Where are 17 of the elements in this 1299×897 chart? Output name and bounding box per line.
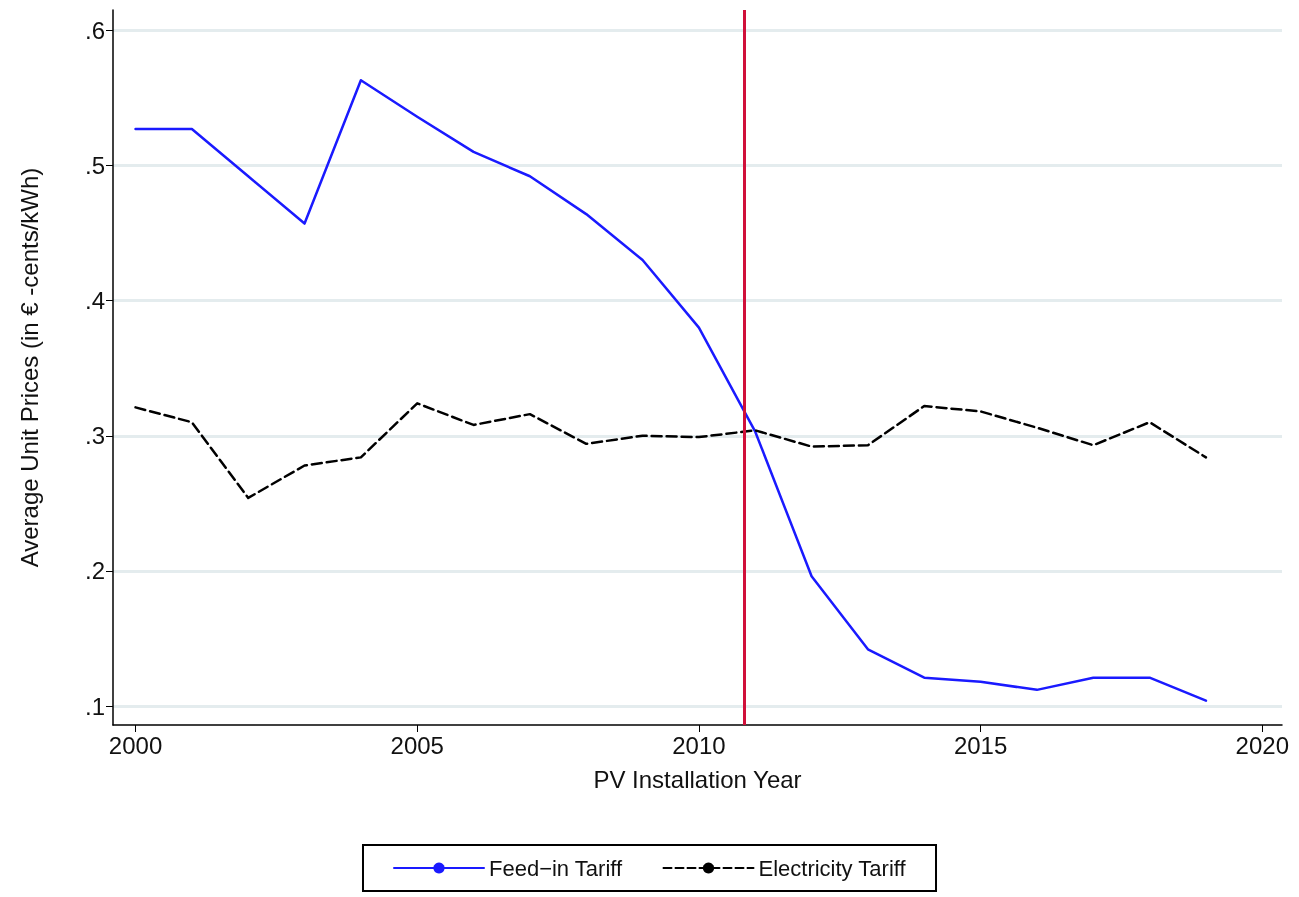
line-series [134, 402, 1208, 500]
line-series [134, 79, 1208, 702]
y-tick-label: .5 [84, 151, 105, 179]
y-tick-label: .6 [84, 16, 105, 44]
x-tick-label: 2010 [672, 731, 726, 759]
y-tick-label: .2 [84, 557, 105, 585]
y-axis-title: Average Unit Prices (in € -cents/kWh) [15, 167, 43, 568]
legend-label: Feed−in Tariff [488, 855, 623, 881]
x-tick-label: 2000 [108, 731, 163, 759]
legend-label: Electricity Tariff [758, 855, 907, 881]
x-tick-label: 2020 [1235, 731, 1289, 759]
y-tick-label: .3 [84, 422, 105, 450]
y-tick-label: .4 [84, 287, 105, 315]
x-axis-title: PV Installation Year [593, 765, 802, 793]
x-tick-label: 2005 [390, 731, 444, 759]
y-tick-label: .1 [84, 692, 105, 720]
x-tick-label: 2015 [953, 731, 1008, 759]
